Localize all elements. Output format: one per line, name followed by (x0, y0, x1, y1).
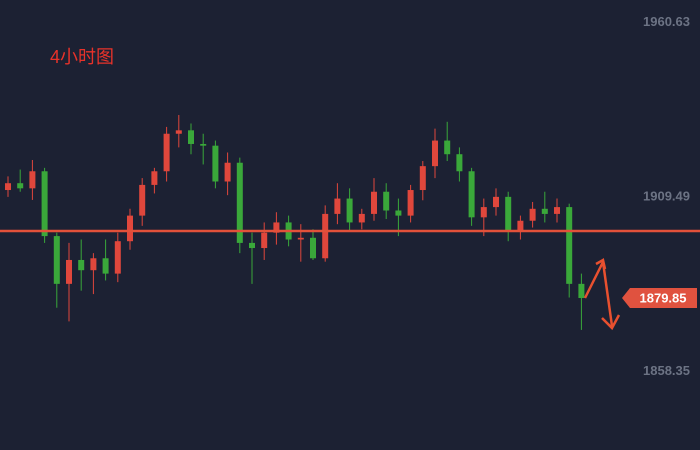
candle-body (468, 171, 475, 218)
candle-body (175, 130, 182, 134)
candle-body (78, 259, 85, 271)
candle-body (444, 140, 451, 155)
candle-body (541, 208, 548, 214)
y-tick-label: 1858.35 (643, 363, 690, 378)
candle-body (578, 283, 585, 299)
candle-body (322, 213, 329, 259)
candle-body (41, 171, 48, 237)
candle-body (66, 259, 72, 284)
candle-body (566, 207, 573, 284)
candle-body (456, 154, 463, 172)
candle-body (554, 207, 560, 214)
arrow-head (595, 258, 607, 270)
candle-body (297, 237, 304, 240)
candle-body (200, 143, 207, 146)
candle-body (273, 222, 280, 233)
candle-body (151, 171, 158, 185)
candle-body (383, 191, 390, 211)
candle-body (432, 140, 438, 167)
candle-body (53, 236, 60, 284)
candle-body (493, 196, 499, 208)
candle-body (188, 130, 194, 144)
price-tag-label: 1879.85 (640, 290, 687, 305)
y-tick-label: 1909.49 (643, 188, 690, 203)
candle-body (212, 145, 219, 182)
candle-body (5, 183, 11, 191)
candle-body (371, 191, 377, 214)
candle-body (17, 183, 24, 189)
candle-body (261, 232, 268, 249)
candle-body (310, 237, 316, 259)
candle-body (90, 258, 97, 271)
candle-body (407, 190, 414, 216)
candle-body (139, 184, 146, 216)
price-tag (622, 288, 697, 309)
y-tick-label: 1960.63 (643, 14, 690, 29)
candle-body (480, 207, 487, 218)
candle-body (419, 166, 426, 191)
chart-title: 4小时图 (50, 47, 114, 67)
candle-body (334, 198, 341, 214)
candle-body (29, 171, 36, 189)
candle-body (236, 162, 243, 243)
candle-body (505, 196, 512, 231)
arrow-head (601, 314, 621, 331)
candle-body (127, 215, 133, 242)
candle-body (517, 220, 524, 231)
candle-body (102, 258, 109, 274)
candle-body (163, 133, 170, 172)
candle-body (529, 208, 536, 221)
candle-body (249, 242, 255, 249)
candle-body (395, 210, 402, 216)
candle-body (358, 213, 365, 223)
candle-body (224, 162, 231, 182)
candle-body (346, 198, 353, 223)
plot-area: 1960.63 1909.49 1858.35 1879.85 (0, 14, 700, 378)
candle-body (114, 241, 121, 274)
